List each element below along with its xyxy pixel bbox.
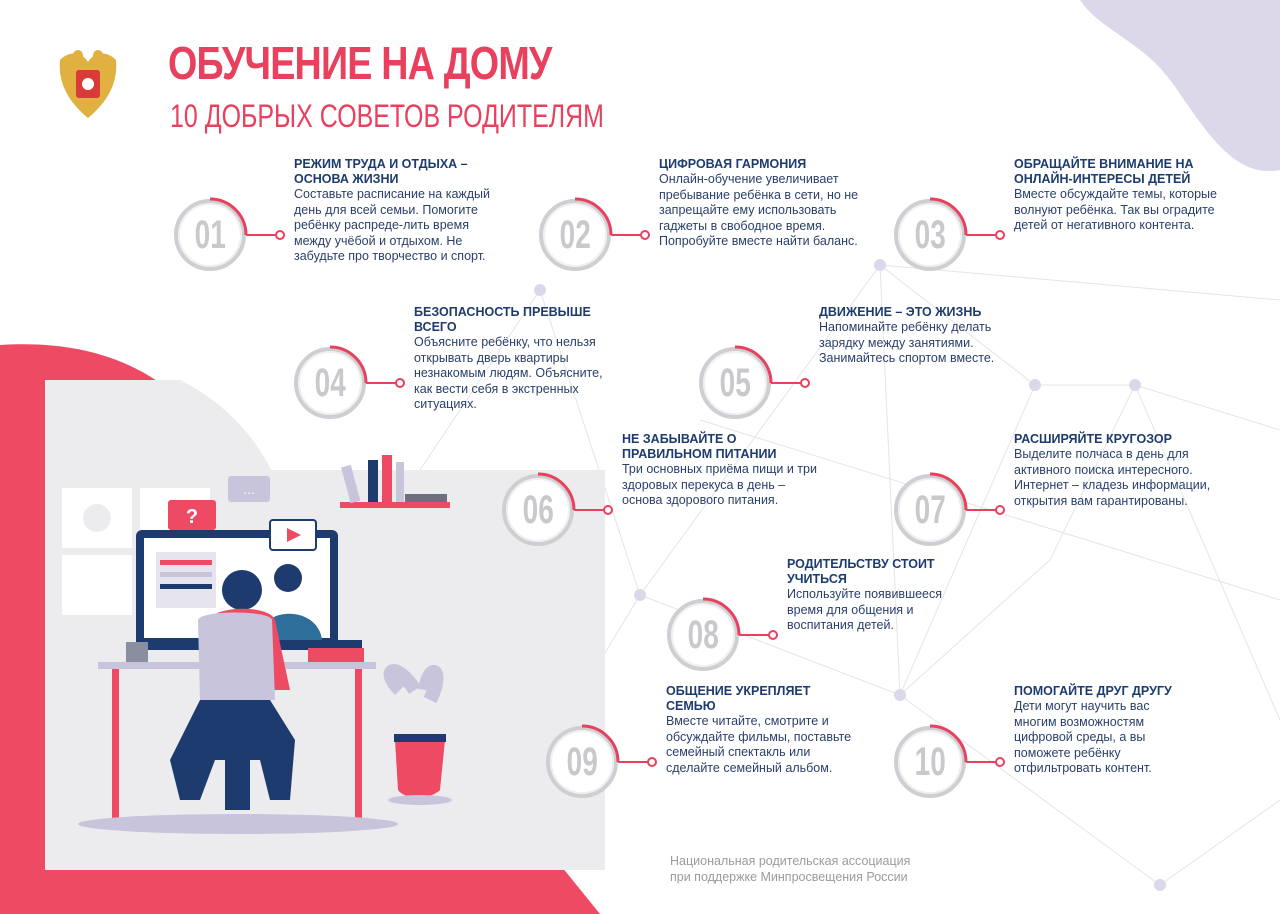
chat-bubble-icon [228,476,270,502]
person [222,570,262,610]
tip-number-badge: 09 [546,726,618,798]
tip-title: ОБРАЩАЙТЕ ВНИМАНИЕ НА ОНЛАЙН-ИНТЕРЕСЫ ДЕ… [1014,157,1194,186]
tip-title: ДВИЖЕНИЕ – ЭТО ЖИЗНЬ [819,305,982,319]
tip-body: Составьте расписание на каждый день для … [294,187,491,263]
page-title: ОБУЧЕНИЕ НА ДОМУ [168,37,552,89]
tip-number-badge: 01 [174,199,246,271]
svg-text:...: ... [243,481,255,497]
tip-body: Онлайн-обучение увеличивает пребывание р… [659,172,859,248]
tip-body: Используйте появившееся время для общени… [787,587,943,632]
connector-arc [702,597,778,640]
tip-title: БЕЗОПАСНОСТЬ ПРЕВЫШЕ ВСЕГО [414,305,591,334]
footer-line-1: Национальная родительская ассоциация [670,854,911,868]
tip-number-badge: 06 [502,474,574,546]
tip-number-badge: 10 [894,726,966,798]
logo-emblem [59,50,117,118]
tip-number-badge: 08 [667,599,739,671]
footer-credit: Национальная родительская ассоциация при… [670,853,910,885]
tip-body: Вместе читайте, смотрите и обсуждайте фи… [666,714,852,775]
tip-title: РАСШИРЯЙТЕ КРУГОЗОР [1014,432,1172,446]
connector-arc [537,472,613,515]
tip-body: Дети могут научить вас многим возможност… [1014,699,1152,775]
tip-number-badge: 02 [539,199,611,271]
tip-title: РОДИТЕЛЬСТВУ СТОИТ УЧИТЬСЯ [787,557,935,586]
connector-arc [329,345,405,388]
tip-title: НЕ ЗАБЫВАЙТЕ О ПРАВИЛЬНОМ ПИТАНИИ [622,432,777,461]
page-subtitle: 10 ДОБРЫХ СОВЕТОВ РОДИТЕЛЯМ [170,98,604,134]
connector-arc [929,724,1005,767]
tip-number-badge: 07 [894,474,966,546]
footer-line-2: при поддержке Минпросвещения России [670,870,908,884]
connector-arc [574,197,650,240]
tip-title: ОБЩЕНИЕ УКРЕПЛЯЕТ СЕМЬЮ [666,684,811,713]
bookshelf [340,455,450,508]
question-bubble-icon [168,500,216,530]
connector-arc [734,345,810,388]
connector-arc [581,724,657,767]
tip-title: ПОМОГАЙТЕ ДРУГ ДРУГУ [1014,684,1172,698]
tip-body: Выделите полчаса в день для активного по… [1014,447,1211,508]
connector-arc [929,197,1005,240]
connector-arc [929,472,1005,515]
decorative-blob [1080,0,1280,172]
connector-arc [209,197,285,240]
tip-number-badge: 03 [894,199,966,271]
tip-body: Объясните ребёнку, что нельзя открывать … [414,335,603,411]
tip-title: ЦИФРОВАЯ ГАРМОНИЯ [659,157,807,171]
network-nodes [534,259,1166,891]
tip-number-badge: 04 [294,347,366,419]
plant [383,664,444,704]
tip-body: Напоминайте ребёнку делать зарядку между… [819,320,995,365]
tip-body: Вместе обсуждайте темы, которые волнуют … [1014,187,1217,232]
svg-text:?: ? [186,506,198,528]
tip-body: Три основных приёма пищи и три здоровых … [622,462,817,507]
tip-title: РЕЖИМ ТРУДА И ОТДЫХА – ОСНОВА ЖИЗНИ [294,157,468,186]
tip-number-badge: 05 [699,347,771,419]
